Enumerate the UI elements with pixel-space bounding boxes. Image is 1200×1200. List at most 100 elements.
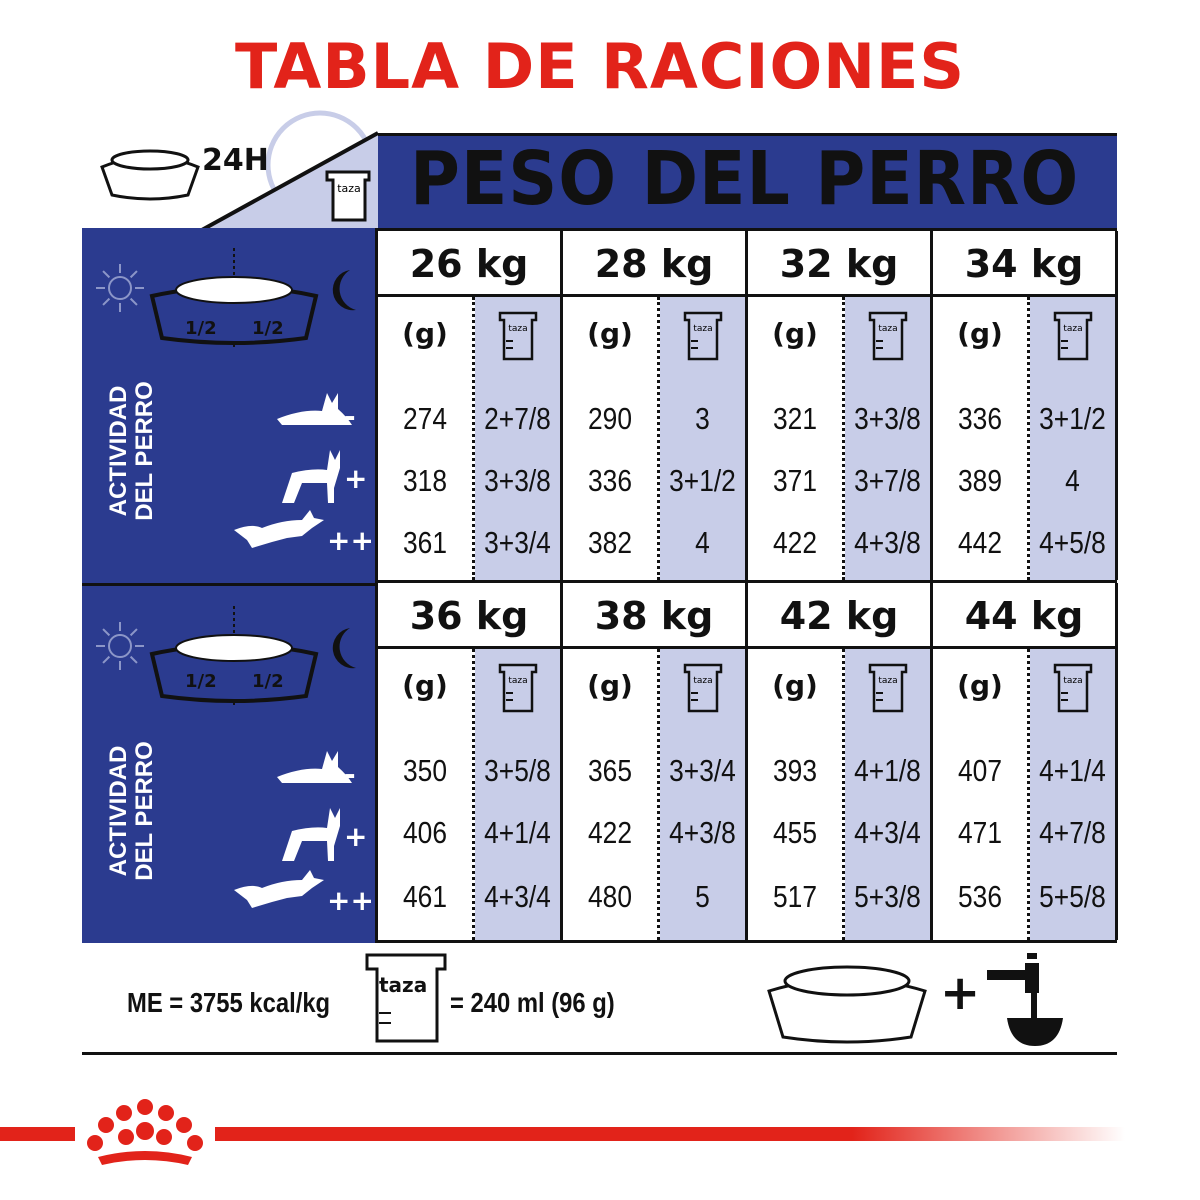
cup-icon: taza (868, 663, 907, 713)
dog-activity-icon (234, 870, 324, 908)
cups-value: 2+7/8 (484, 401, 551, 436)
cup-label: taza (337, 182, 361, 195)
grams-unit: (g) (587, 669, 633, 702)
cups-value: 3+1/2 (1039, 401, 1106, 436)
weight-label: 28 kg (563, 231, 745, 297)
cup-icon: taza (683, 311, 722, 361)
activity-panel-1: 1/2 1/2 ACTIVIDAD DEL PERRO - + ++ (82, 228, 378, 583)
activity-label: ACTIVIDAD DEL PERRO (105, 381, 158, 521)
grams-value: 336 (588, 463, 632, 498)
activity-level: ++ (327, 524, 374, 557)
plus-sign: + (940, 965, 981, 1021)
cups-column: taza 3+3/8 3+7/8 4+3/8 (845, 297, 930, 580)
cup-icon: taza (868, 311, 907, 361)
grams-value: 407 (958, 753, 1002, 788)
weight-label: 42 kg (748, 583, 930, 649)
weight-label: 38 kg (563, 583, 745, 649)
cup-equivalence: = 240 ml (96 g) (450, 987, 615, 1018)
energy-label: ME = 3755 kcal/kg (127, 987, 331, 1018)
cups-column: taza 4+1/8 4+3/4 5+3/8 (845, 649, 930, 940)
weight-column: 44 kg (g) 407 471 536 taza 4+1/4 4+7/8 5+5/8 (933, 583, 1118, 940)
brand-line-gradient (215, 1127, 1125, 1141)
grams-unit: (g) (587, 317, 633, 350)
grams-column: (g) 365 422 480 (563, 649, 660, 940)
cups-value: 5 (695, 879, 710, 914)
dog-activity-icon (277, 393, 352, 425)
grams-value: 517 (773, 879, 817, 914)
cups-value: 4+7/8 (1039, 815, 1106, 850)
grams-value: 471 (958, 815, 1002, 850)
grams-column: (g) 350 406 461 (378, 649, 475, 940)
grams-column: (g) 407 471 536 (933, 649, 1030, 940)
cups-value: 5+5/8 (1039, 879, 1106, 914)
grams-value: 318 (403, 463, 447, 498)
grams-value: 480 (588, 879, 632, 914)
cups-value: 3+3/4 (669, 753, 736, 788)
svg-text:taza: taza (508, 324, 527, 334)
grams-value: 290 (588, 401, 632, 436)
svg-text:taza: taza (693, 676, 712, 686)
grams-value: 536 (958, 879, 1002, 914)
activity-level: ++ (327, 884, 374, 917)
grams-unit: (g) (402, 317, 448, 350)
ration-table-1: 26 kg (g) 274 318 361 taza 2+7/8 3+3/8 3+3/4 28… (378, 228, 1118, 583)
cups-column: taza 3+1/2 4 4+5/8 (1030, 297, 1115, 580)
grams-value: 321 (773, 401, 817, 436)
grams-value: 442 (958, 525, 1002, 560)
cups-value: 4+3/4 (854, 815, 921, 850)
header-title: PESO DEL PERRO (410, 136, 1080, 222)
sun-icon (96, 622, 144, 670)
cups-column: taza 3 3+1/2 4 (660, 297, 745, 580)
half-right: 1/2 (252, 671, 284, 692)
grams-value: 461 (403, 879, 447, 914)
cups-value: 3+3/8 (484, 463, 551, 498)
half-left: 1/2 (185, 671, 217, 692)
grams-value: 371 (773, 463, 817, 498)
cup-icon: taza (1053, 311, 1092, 361)
cups-column: taza 2+7/8 3+3/8 3+3/4 (475, 297, 560, 580)
cup-icon: taza (325, 170, 371, 222)
royal-canin-crown-logo (87, 1099, 203, 1165)
cups-value: 5+3/8 (854, 879, 921, 914)
grams-value: 274 (403, 401, 447, 436)
weight-label: 26 kg (378, 231, 560, 297)
cup-label: taza (379, 973, 428, 997)
activity-level: + (344, 462, 368, 495)
cups-value: 3+3/4 (484, 525, 551, 560)
grams-value: 406 (403, 815, 447, 850)
activity-label: ACTIVIDAD DEL PERRO (105, 741, 158, 881)
grams-value: 350 (403, 753, 447, 788)
cups-value: 4+3/8 (669, 815, 736, 850)
grams-unit: (g) (402, 669, 448, 702)
cups-value: 4+1/4 (1039, 753, 1106, 788)
header-band (378, 133, 1117, 230)
cups-value: 4+1/8 (854, 753, 921, 788)
sun-icon (96, 264, 144, 312)
half-right: 1/2 (252, 318, 284, 339)
weight-column: 34 kg (g) 336 389 442 taza 3+1/2 4 4+5/8 (933, 231, 1118, 580)
cup-icon: taza (1053, 663, 1092, 713)
svg-text:taza: taza (878, 324, 897, 334)
water-faucet-icon (987, 953, 1063, 1046)
grams-value: 382 (588, 525, 632, 560)
grams-value: 455 (773, 815, 817, 850)
grams-value: 389 (958, 463, 1002, 498)
grams-unit: (g) (957, 669, 1003, 702)
weight-column: 26 kg (g) 274 318 361 taza 2+7/8 3+3/8 3+3/4 (378, 231, 563, 580)
svg-text:taza: taza (1063, 324, 1082, 334)
dog-activity-icon (282, 808, 340, 861)
weight-label: 34 kg (933, 231, 1115, 297)
weight-column: 32 kg (g) 321 371 422 taza 3+3/8 3+7/8 4+3/8 (748, 231, 933, 580)
weight-column: 28 kg (g) 290 336 382 taza 3 3+1/2 4 (563, 231, 748, 580)
cups-value: 3+7/8 (854, 463, 921, 498)
grams-column: (g) 321 371 422 (748, 297, 845, 580)
grams-value: 422 (588, 815, 632, 850)
cups-column: taza 3+3/4 4+3/8 5 (660, 649, 745, 940)
grams-column: (g) 274 318 361 (378, 297, 475, 580)
grams-unit: (g) (772, 317, 818, 350)
svg-text:taza: taza (878, 676, 897, 686)
moon-icon (332, 270, 356, 311)
cups-value: 3+1/2 (669, 463, 736, 498)
weight-label: 44 kg (933, 583, 1115, 649)
period-label: 24H (202, 143, 269, 178)
